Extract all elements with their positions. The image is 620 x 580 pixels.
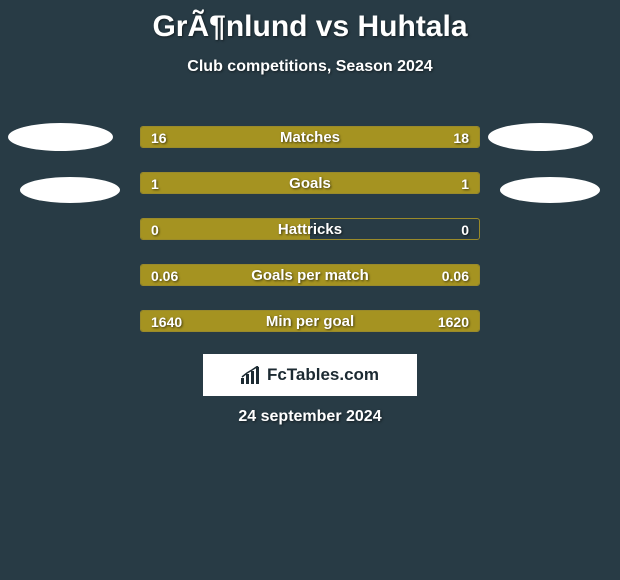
date-caption: 24 september 2024 [0, 408, 620, 426]
bar-left-value: 16 [151, 127, 167, 147]
bar-right-value: 1620 [438, 311, 469, 331]
bar-chart-icon [241, 366, 263, 384]
bar-right-value: 0.06 [442, 265, 469, 285]
bar-left-fill [141, 219, 310, 239]
player-oval-0 [8, 123, 113, 151]
bar-left-value: 1 [151, 173, 159, 193]
comparison-bars: 1618Matches11Goals00Hattricks0.060.06Goa… [140, 126, 480, 356]
stat-bar: 0.060.06Goals per match [140, 264, 480, 286]
player-oval-3 [500, 177, 600, 203]
bar-right-fill [310, 173, 479, 193]
bar-left-value: 1640 [151, 311, 182, 331]
stat-bar: 1618Matches [140, 126, 480, 148]
bar-right-value: 1 [461, 173, 469, 193]
stat-bar: 00Hattricks [140, 218, 480, 240]
bar-right-value: 18 [453, 127, 469, 147]
logo-text: FcTables.com [267, 365, 379, 385]
stat-bar: 11Goals [140, 172, 480, 194]
player-oval-1 [20, 177, 120, 203]
player-oval-2 [488, 123, 593, 151]
page-title: GrÃ¶nlund vs Huhtala [0, 0, 620, 44]
stat-bar: 16401620Min per goal [140, 310, 480, 332]
fctables-logo: FcTables.com [203, 354, 417, 396]
bar-left-value: 0 [151, 219, 159, 239]
page-subtitle: Club competitions, Season 2024 [0, 58, 620, 76]
bar-right-value: 0 [461, 219, 469, 239]
bar-left-fill [141, 173, 310, 193]
bar-left-value: 0.06 [151, 265, 178, 285]
